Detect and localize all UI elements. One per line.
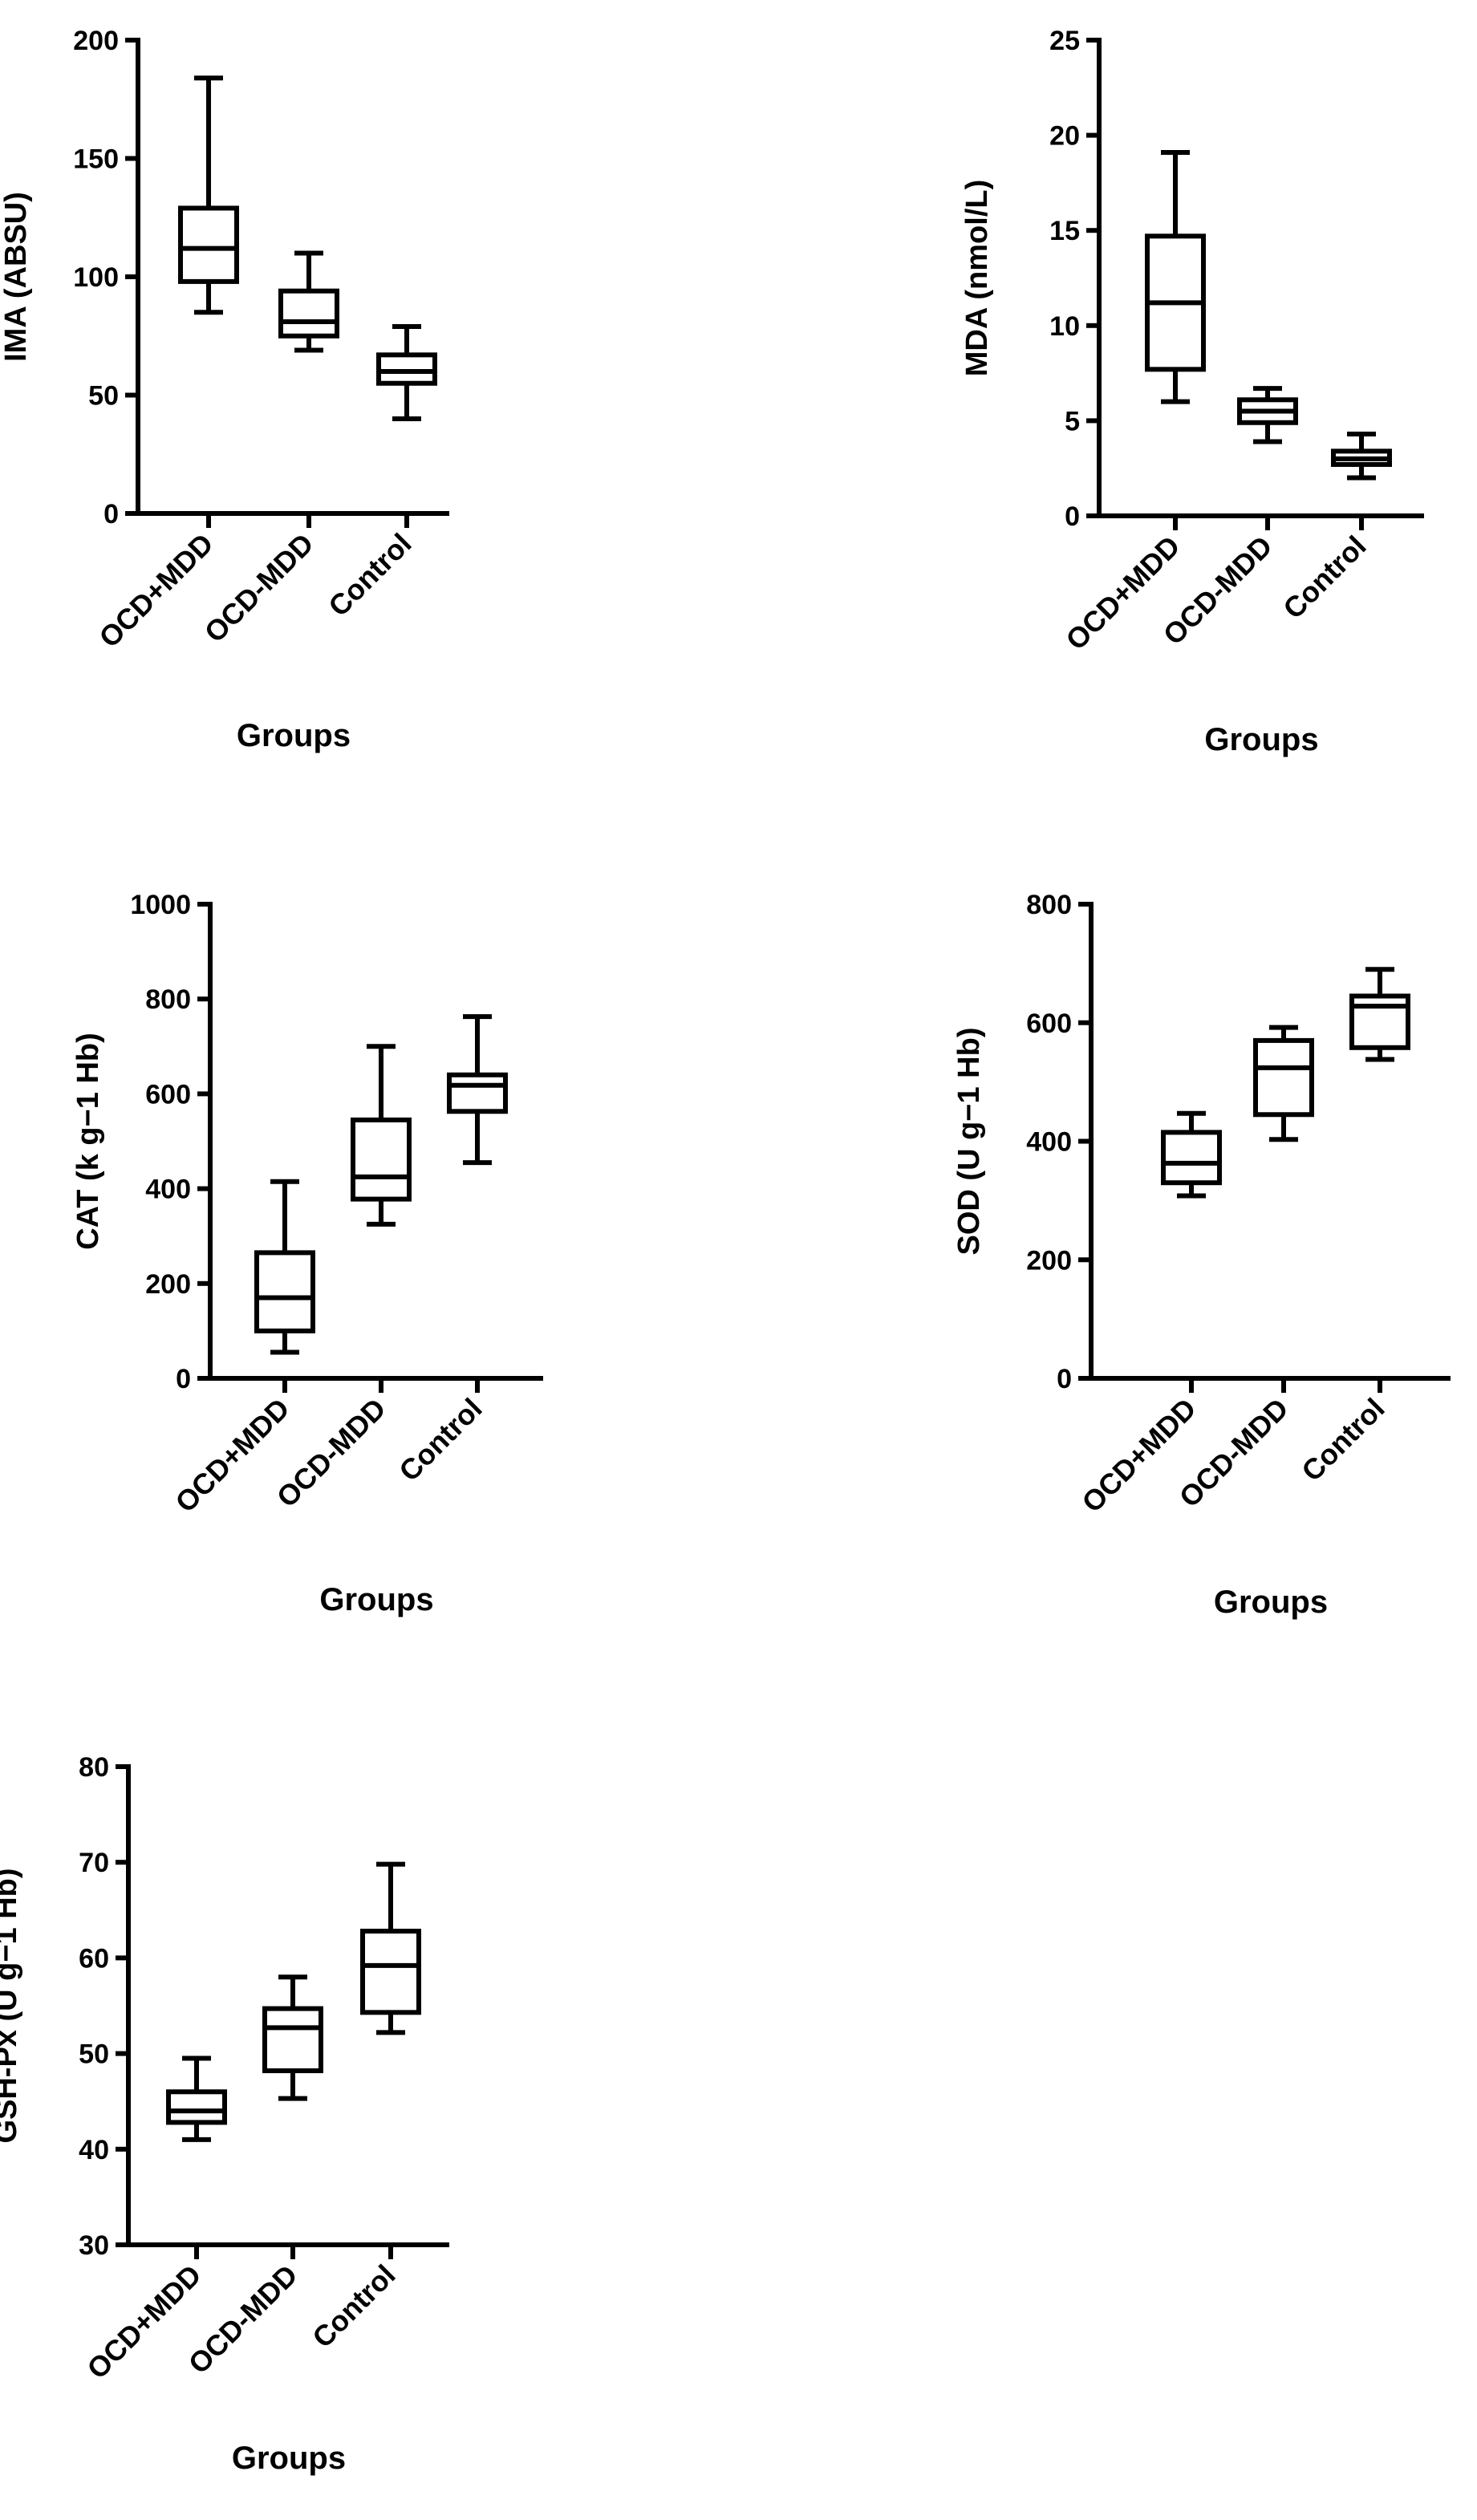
box-plot-control: [360, 1861, 421, 2035]
box-plot-ocd-mdd: [178, 75, 239, 315]
x-tick-label: Control: [1276, 530, 1372, 625]
box-plot-ocd-mdd: [262, 1974, 323, 2101]
box-plot-control: [1331, 432, 1392, 481]
y-tick-label: 400: [145, 1175, 191, 1205]
x-tick-label: OCD+MDD: [80, 2258, 207, 2385]
y-tick-label: 80: [79, 1752, 109, 1783]
box-plot-control: [376, 323, 437, 421]
y-tick-label: 40: [79, 2135, 109, 2165]
x-tick-label: Control: [392, 1392, 488, 1487]
iqr-box: [447, 1072, 508, 1114]
x-tick-label: OCD-MDD: [198, 527, 320, 649]
x-tick-label: Control: [306, 2258, 401, 2354]
y-axis-label: GSH-Px (U g−1 Hb): [0, 1868, 23, 2143]
y-tick-label: 70: [79, 1848, 109, 1878]
box-plot-ocd-mdd: [254, 1179, 315, 1355]
y-tick-label: 200: [145, 1269, 191, 1300]
box-plot-ocd-mdd: [278, 250, 339, 353]
y-tick-label: 10: [1049, 311, 1080, 342]
y-tick-label: 20: [1049, 121, 1080, 152]
x-tick-label: Control: [1295, 1392, 1390, 1487]
y-axis-label: MDA (nmol/L): [960, 180, 994, 377]
x-tick-label: OCD+MDD: [168, 1392, 295, 1519]
box-plot-ocd-mdd: [1161, 1110, 1222, 1199]
iqr-box: [1161, 1130, 1222, 1186]
x-axis-label: Groups: [1214, 1585, 1328, 1620]
iqr-box: [254, 1250, 315, 1333]
y-tick-label: 100: [73, 262, 119, 293]
y-axis-label: CAT (k g−1 Hb): [71, 1033, 105, 1250]
iqr-box: [351, 1117, 412, 1202]
y-tick-label: 200: [73, 26, 119, 56]
y-tick-label: 1000: [130, 890, 191, 920]
iqr-box: [360, 1929, 421, 2015]
x-tick-label: OCD+MDD: [92, 527, 219, 654]
y-tick-label: 50: [88, 381, 119, 412]
y-tick-label: 60: [79, 1943, 109, 1974]
y-tick-label: 400: [1026, 1127, 1072, 1158]
x-axis-label: Groups: [319, 1582, 433, 1617]
iqr-box: [166, 2089, 227, 2125]
box-plot-ocd-mdd: [166, 2055, 227, 2142]
iqr-box: [262, 2006, 323, 2074]
box-plot-control: [1349, 967, 1410, 1062]
iqr-box: [178, 205, 239, 284]
y-tick-label: 0: [1057, 1364, 1072, 1394]
iqr-box: [278, 288, 339, 339]
y-tick-label: 50: [79, 2039, 109, 2070]
box-plot-ocd-mdd: [351, 1044, 412, 1227]
iqr-box: [1253, 1037, 1314, 1118]
y-tick-label: 0: [1065, 501, 1080, 532]
y-axis-label: IMA (ABSU): [0, 192, 33, 362]
y-tick-label: 30: [79, 2230, 109, 2261]
y-tick-label: 200: [1026, 1245, 1072, 1276]
x-tick-label: Control: [322, 527, 417, 623]
y-tick-label: 25: [1049, 26, 1080, 56]
y-tick-label: 0: [176, 1364, 191, 1394]
x-axis-label: Groups: [232, 2441, 346, 2476]
y-tick-label: 15: [1049, 216, 1080, 246]
y-tick-label: 150: [73, 144, 119, 175]
y-tick-label: 600: [145, 1079, 191, 1110]
x-axis-label: Groups: [237, 718, 351, 753]
box-plot-control: [447, 1014, 508, 1166]
y-tick-label: 600: [1026, 1008, 1072, 1039]
y-axis-label: SOD (U g−1 Hb): [952, 1028, 986, 1256]
y-tick-label: 0: [103, 499, 119, 530]
x-axis-label: Groups: [1204, 722, 1318, 757]
box-plot-ocd-mdd: [1145, 149, 1206, 404]
y-tick-label: 5: [1065, 406, 1080, 436]
y-tick-label: 800: [1026, 890, 1072, 920]
box-plot-ocd-mdd: [1237, 386, 1298, 444]
box-plot-ocd-mdd: [1253, 1025, 1314, 1142]
y-tick-label: 800: [145, 984, 191, 1015]
